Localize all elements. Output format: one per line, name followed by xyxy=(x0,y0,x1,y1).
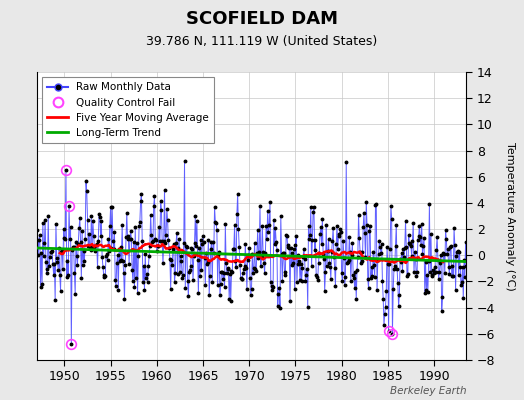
Text: 39.786 N, 111.119 W (United States): 39.786 N, 111.119 W (United States) xyxy=(146,35,378,48)
Legend: Raw Monthly Data, Quality Control Fail, Five Year Moving Average, Long-Term Tren: Raw Monthly Data, Quality Control Fail, … xyxy=(42,77,214,143)
Text: SCOFIELD DAM: SCOFIELD DAM xyxy=(186,10,338,28)
Y-axis label: Temperature Anomaly (°C): Temperature Anomaly (°C) xyxy=(505,142,515,290)
Text: Berkeley Earth: Berkeley Earth xyxy=(390,386,466,396)
